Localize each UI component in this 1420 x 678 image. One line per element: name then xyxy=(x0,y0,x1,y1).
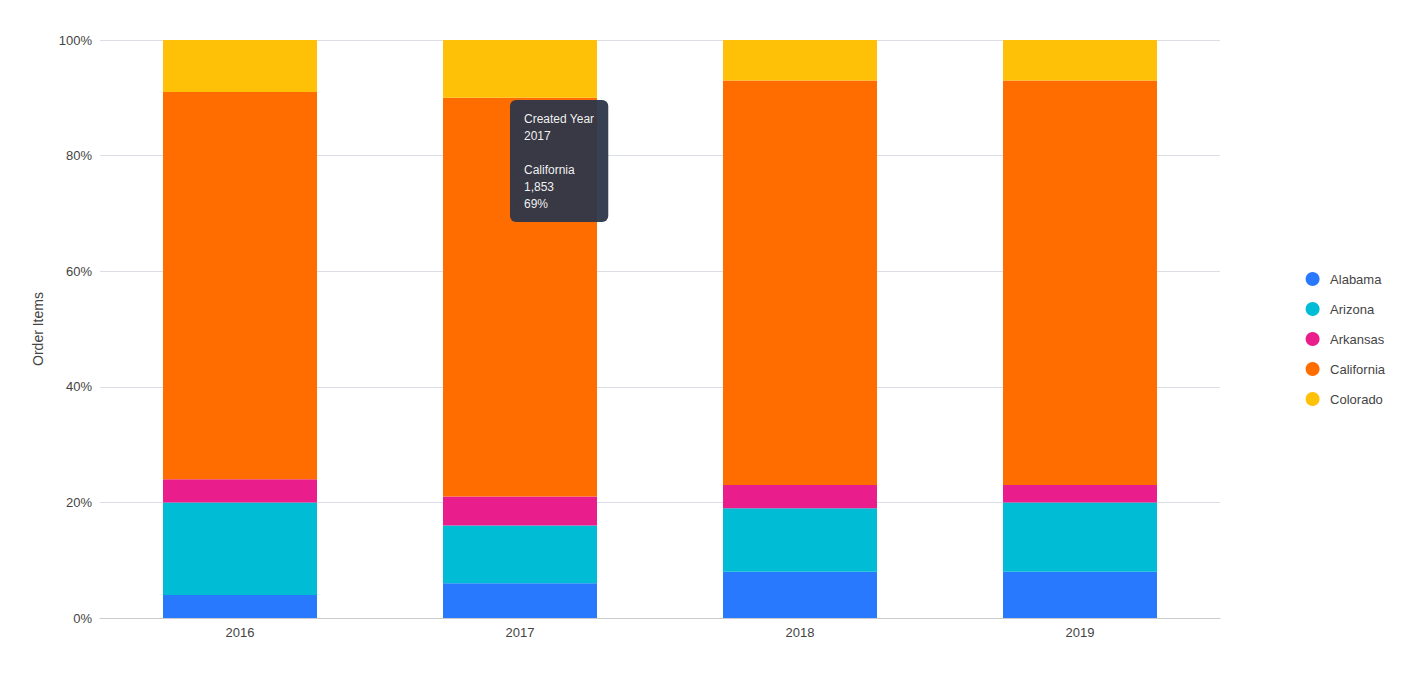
svg-text:Order Items: Order Items xyxy=(30,292,46,366)
svg-text:2017: 2017 xyxy=(506,625,535,640)
svg-text:0%: 0% xyxy=(73,611,92,626)
svg-text:2017: 2017 xyxy=(524,129,551,143)
svg-text:1,853: 1,853 xyxy=(524,180,554,194)
svg-text:2019: 2019 xyxy=(1066,625,1095,640)
svg-text:20%: 20% xyxy=(66,495,92,510)
svg-text:40%: 40% xyxy=(66,379,92,394)
svg-text:California: California xyxy=(524,163,575,177)
svg-text:California: California xyxy=(1330,362,1386,377)
svg-text:2018: 2018 xyxy=(786,625,815,640)
svg-text:Created Year: Created Year xyxy=(524,112,594,126)
svg-text:100%: 100% xyxy=(59,33,93,48)
svg-text:80%: 80% xyxy=(66,148,92,163)
svg-text:Alabama: Alabama xyxy=(1330,272,1382,287)
svg-text:2016: 2016 xyxy=(226,625,255,640)
svg-text:Colorado: Colorado xyxy=(1330,392,1383,407)
svg-text:Arkansas: Arkansas xyxy=(1330,332,1385,347)
svg-text:Arizona: Arizona xyxy=(1330,302,1375,317)
svg-text:60%: 60% xyxy=(66,264,92,279)
svg-text:69%: 69% xyxy=(524,197,548,211)
